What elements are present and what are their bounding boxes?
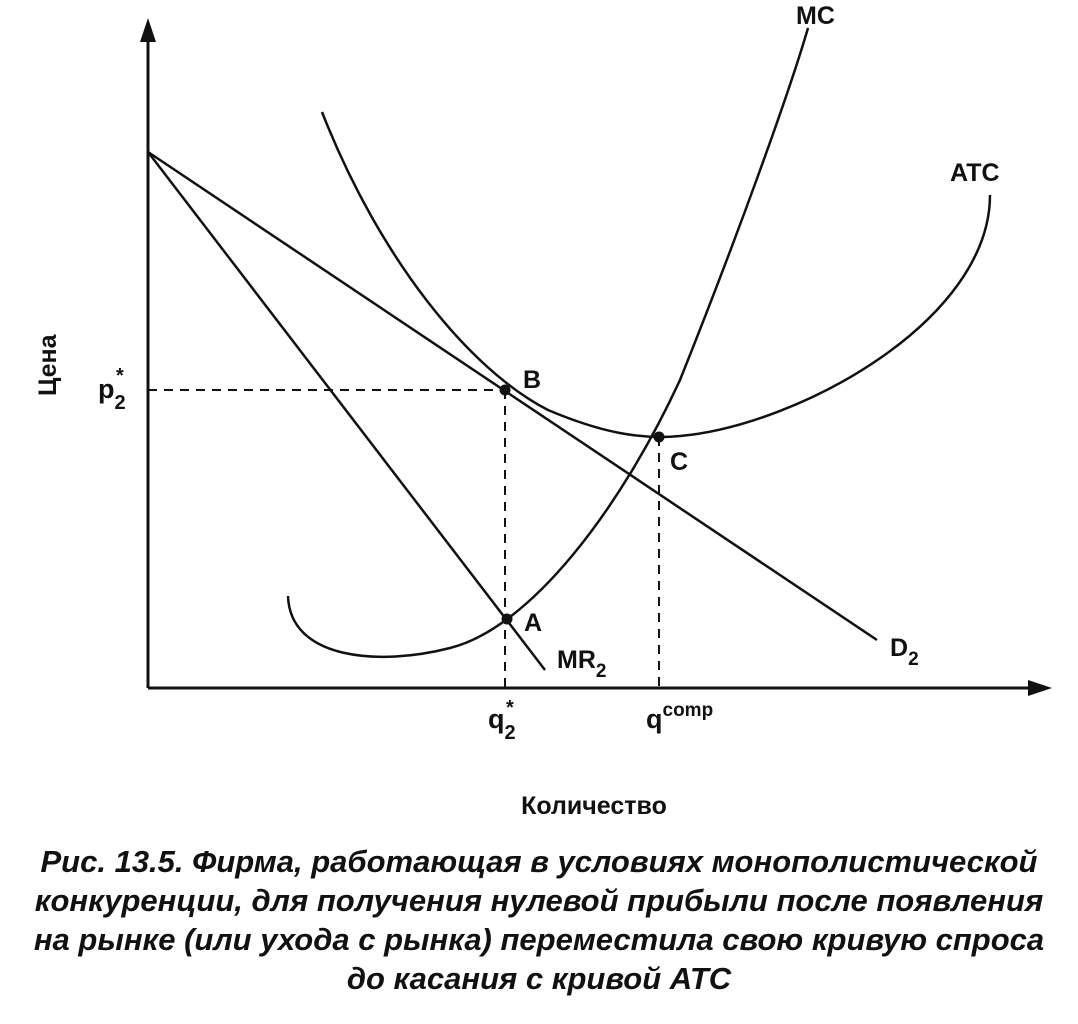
mr-label: MR2 — [557, 646, 606, 682]
figure-caption: Рис. 13.5. Фирма, работающая в условиях … — [0, 842, 1078, 998]
point-b-marker — [499, 384, 511, 396]
price-tick-subscript: 2 — [115, 392, 126, 414]
demand-label-base: D — [890, 634, 908, 662]
y-axis-label: Цена — [34, 333, 62, 396]
x-axis-arrow — [1028, 680, 1052, 696]
q2-tick-base: q — [488, 704, 505, 734]
mc-curve — [286, 27, 810, 659]
caption-line-2: конкуренции, для получения нулевой прибы… — [34, 883, 1044, 918]
demand-label: D2 — [890, 634, 919, 670]
q2-tick-label: q2 — [488, 704, 516, 744]
demand-curve-d2 — [147, 150, 878, 642]
caption-line-3: на рынке (или ухода с рынка) переместила… — [33, 922, 1045, 957]
demand-label-subscript: 2 — [908, 649, 919, 670]
x-axis-label: Количество — [521, 792, 667, 820]
qcomp-tick-superscript: comp — [663, 700, 714, 721]
point-c-label: C — [670, 448, 688, 476]
mc-label: MC — [796, 2, 835, 30]
atc-label: ATC — [950, 159, 1000, 187]
qcomp-tick-label: qcomp — [646, 700, 713, 734]
marginal-revenue-curve-mr2 — [147, 151, 546, 671]
point-c-marker — [653, 431, 665, 443]
qcomp-tick-base: q — [646, 704, 663, 734]
q2-tick-subscript: 2 — [505, 722, 516, 744]
atc-curve — [320, 111, 992, 439]
point-a-label: A — [524, 609, 542, 637]
price-tick-base: p — [98, 374, 115, 404]
y-axis-arrow — [140, 18, 156, 42]
mr-label-subscript: 2 — [596, 661, 607, 682]
caption-line-1: Рис. 13.5. Фирма, работающая в условиях … — [40, 844, 1038, 879]
price-tick-label: p2 — [98, 374, 126, 414]
price-tick-star: * — [116, 365, 124, 387]
caption-line-4: до касания с кривой ATC — [346, 961, 732, 996]
point-b-label: B — [523, 366, 541, 394]
mr-label-base: MR — [557, 646, 596, 674]
q2-tick-star: * — [506, 697, 514, 719]
point-a-marker — [501, 613, 513, 625]
